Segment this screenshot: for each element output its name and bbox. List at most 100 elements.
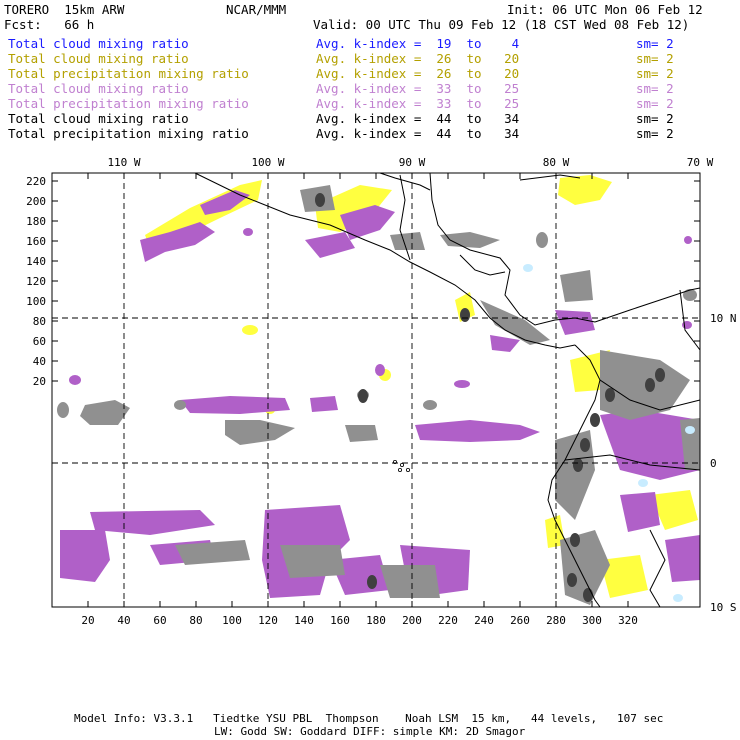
cloud-patch xyxy=(242,325,258,335)
y-tick-label: 160 xyxy=(26,235,46,248)
cloud-patch xyxy=(174,400,186,410)
legend-field: Total precipitation mixing ratio xyxy=(8,66,249,81)
x-tick-label: 80 xyxy=(189,614,202,627)
precip-patch xyxy=(243,228,253,236)
cloud-patch xyxy=(600,555,648,598)
lat-lon-grid xyxy=(52,173,700,607)
coastline xyxy=(379,172,431,191)
cloud-speck xyxy=(523,264,533,272)
island xyxy=(399,462,404,467)
legend-field: Total cloud mixing ratio xyxy=(8,81,189,96)
cloud-core xyxy=(315,193,325,207)
cloud-core xyxy=(590,413,600,427)
border xyxy=(679,289,701,351)
precip-patch xyxy=(665,535,700,582)
cloud-core xyxy=(567,573,577,587)
x-tick-label: 220 xyxy=(438,614,458,627)
cloud-core xyxy=(605,388,615,402)
legend-sm: sm= 2 xyxy=(636,66,674,81)
precip-patch xyxy=(69,375,81,385)
cloud-patch xyxy=(560,270,593,302)
cloud-patch xyxy=(315,185,392,232)
cloud-patch xyxy=(536,232,548,248)
lon-label: 70 W xyxy=(687,156,714,169)
lon-label: 80 W xyxy=(543,156,570,169)
cloud-speck xyxy=(685,426,695,434)
lat-label: 10 N xyxy=(710,312,737,325)
cloud-patch xyxy=(390,232,425,250)
cloud-patch xyxy=(225,420,295,445)
precip-patch xyxy=(555,310,595,335)
x-tick-label: 60 xyxy=(153,614,166,627)
x-tick-label: 320 xyxy=(618,614,638,627)
precip-patch xyxy=(375,364,385,376)
model-info: Model Info: V3.3.1 Tiedtke YSU PBL Thomp… xyxy=(74,712,664,725)
coastline xyxy=(594,287,701,323)
coastline xyxy=(547,344,601,608)
precip-patch xyxy=(90,510,215,535)
forecast-hour: Fcst: 66 h xyxy=(4,17,95,32)
coastline xyxy=(429,172,596,326)
lat-label: 10 S xyxy=(710,601,737,614)
y-tick-label: 20 xyxy=(33,375,46,388)
x-tick-label: 260 xyxy=(510,614,530,627)
legend-kindex: Avg. k-index = 33 to 25 xyxy=(316,96,520,111)
x-tick-label: 200 xyxy=(402,614,422,627)
lon-label: 100 W xyxy=(251,156,284,169)
y-tick-label: 180 xyxy=(26,215,46,228)
legend-kindex: Avg. k-index = 26 to 20 xyxy=(316,66,520,81)
cloud-fields xyxy=(57,175,700,605)
y-tick-label: 220 xyxy=(26,175,46,188)
y-tick-label: 40 xyxy=(33,355,46,368)
y-tick-label: 60 xyxy=(33,335,46,348)
cloud-patch xyxy=(555,430,595,520)
x-tick-label: 240 xyxy=(474,614,494,627)
y-tick-label: 200 xyxy=(26,195,46,208)
cloud-speck xyxy=(673,594,683,602)
cloud-patch xyxy=(423,400,437,410)
precip-patch xyxy=(600,410,700,480)
precip-patch xyxy=(180,396,290,414)
legend-kindex: Avg. k-index = 19 to 4 xyxy=(316,36,520,51)
lat-label: 0 xyxy=(710,457,717,470)
org-label: NCAR/MMM xyxy=(226,2,287,17)
cloud-patch xyxy=(175,540,250,565)
border xyxy=(459,254,506,276)
border xyxy=(564,454,701,471)
cloud-core xyxy=(367,575,377,589)
x-tick-label: 120 xyxy=(258,614,278,627)
border xyxy=(599,379,701,411)
init-time: Init: 06 UTC Mon 06 Feb 12 xyxy=(507,2,703,17)
legend-kindex: Avg. k-index = 44 to 34 xyxy=(316,111,520,126)
precip-patch xyxy=(620,492,660,532)
cloud-patch xyxy=(440,232,500,248)
island xyxy=(397,467,402,472)
cloud-core xyxy=(358,389,368,403)
cloud-patch xyxy=(480,300,550,345)
legend-sm: sm= 2 xyxy=(636,96,674,111)
cloud-core xyxy=(580,438,590,452)
border xyxy=(399,174,411,261)
cloud-patch xyxy=(680,418,700,470)
x-tick-label: 20 xyxy=(81,614,94,627)
cloud-patch xyxy=(455,292,475,322)
cloud-patch xyxy=(380,565,440,598)
x-tick-label: 280 xyxy=(546,614,566,627)
physics-info: LW: Godd SW: Goddard DIFF: simple KM: 2D… xyxy=(214,725,526,738)
cloud-patch xyxy=(650,490,698,530)
x-tick-label: 180 xyxy=(366,614,386,627)
x-tick-label: 300 xyxy=(582,614,602,627)
legend-field: Total precipitation mixing ratio xyxy=(8,126,249,141)
cloud-speck xyxy=(638,479,648,487)
border xyxy=(649,529,666,608)
precip-patch xyxy=(684,236,692,244)
island xyxy=(392,459,397,464)
legend-sm: sm= 2 xyxy=(636,81,674,96)
legend-kindex: Avg. k-index = 33 to 25 xyxy=(316,81,520,96)
cloud-core xyxy=(460,308,470,322)
axis-ticks: 110 W 100 W 90 W 80 W 70 W 10 N 0 10 S 220 200 180… xyxy=(26,156,736,627)
cloud-patch xyxy=(57,402,69,418)
cloud-patch xyxy=(80,400,130,425)
y-tick-label: 140 xyxy=(26,255,46,268)
